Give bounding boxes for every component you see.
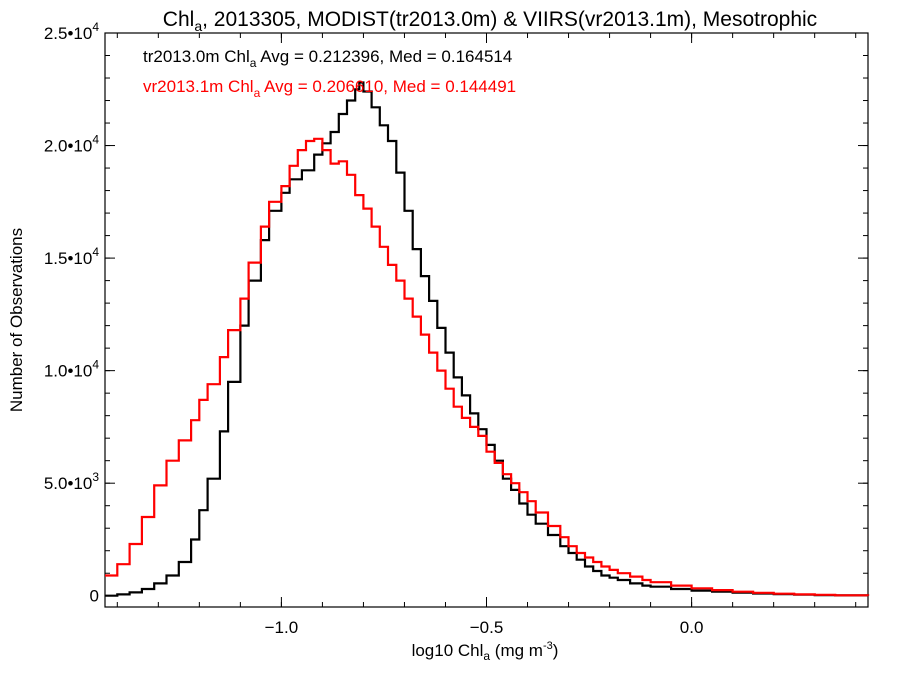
legend-entry-vr2013.1m: vr2013.1m Chla Avg = 0.206610, Med = 0.1… xyxy=(143,77,516,100)
x-tick-label: −1.0 xyxy=(265,618,299,637)
x-label-end: ) xyxy=(553,641,559,660)
title-suffix: , 2013305, MODIST(tr2013.0m) & VIIRS(vr2… xyxy=(202,8,817,31)
y-tick-label: 1.0•104 xyxy=(44,358,100,381)
x-label-prefix: log10 Chl xyxy=(412,641,484,660)
axis-ticks: −1.0 −0.5 0.0 0 5.0•103 1.0•104 1.5•104 2.0•104… xyxy=(44,20,868,637)
legend: tr2013.0m Chla Avg = 0.212396, Med = 0.1… xyxy=(143,47,516,100)
x-tick-label: 0.0 xyxy=(680,618,704,637)
plot-frame xyxy=(104,32,869,608)
y-tick-label: 0 xyxy=(90,587,99,606)
x-tick-label: −0.5 xyxy=(470,618,504,637)
series-layer xyxy=(105,81,870,597)
x-label-superscript: -3 xyxy=(543,640,553,652)
y-axis-label: Number of Observations xyxy=(7,228,26,412)
plot-area xyxy=(104,32,869,608)
x-label-subscript: a xyxy=(483,649,490,663)
legend-entry-tr2013.0m: tr2013.0m Chla Avg = 0.212396, Med = 0.1… xyxy=(143,47,512,70)
title-subscript: a xyxy=(194,18,202,34)
y-tick-label: 1.5•104 xyxy=(44,245,100,268)
y-tick-label: 5.0•103 xyxy=(44,470,100,493)
y-tick-label: 2.5•104 xyxy=(44,20,100,43)
chart-title: Chla, 2013305, MODIST(tr2013.0m) & VIIRS… xyxy=(163,8,817,34)
title-prefix: Chl xyxy=(163,8,195,31)
x-label-units: (mg m xyxy=(490,641,543,660)
x-axis-label: log10 Chla (mg m-3) xyxy=(412,640,559,663)
y-tick-label: 2.0•104 xyxy=(44,133,100,156)
series-line-vr2013.1m xyxy=(105,137,870,597)
series-line-tr2013.0m xyxy=(105,81,870,597)
